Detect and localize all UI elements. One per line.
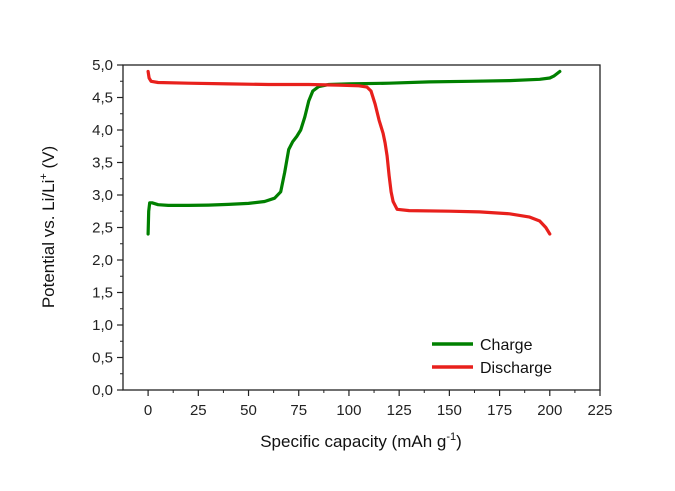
- y-tick-label: 3,0: [92, 187, 113, 204]
- y-tick-label: 1,5: [92, 285, 113, 302]
- y-tick-label: 0,5: [92, 350, 113, 367]
- y-tick-label: 2,0: [92, 252, 113, 269]
- legend-charge-label: Charge: [480, 337, 533, 354]
- y-tick-label: 3,5: [92, 155, 113, 172]
- x-tick-label: 175: [487, 402, 512, 419]
- y-tick-label: 1,0: [92, 317, 113, 334]
- y-tick-label: 0,0: [92, 382, 113, 399]
- x-tick-label: 225: [587, 402, 612, 419]
- series-line-discharge: [146, 69, 552, 236]
- legend-discharge-label: Discharge: [480, 360, 552, 377]
- x-tick-label: 0: [144, 402, 152, 419]
- y-axis-title-end: (V): [39, 146, 58, 173]
- y-axis-title: Potential vs. Li/Li+ (V): [38, 146, 58, 308]
- x-axis-title-main: Specific capacity (mAh g: [260, 432, 446, 451]
- x-tick-label: 100: [336, 402, 361, 419]
- x-tick-label: 200: [537, 402, 562, 419]
- x-axis-title: Specific capacity (mAh g-1): [260, 431, 462, 451]
- y-tick-label: 4,0: [92, 122, 113, 139]
- x-axis-title-end: ): [456, 432, 462, 451]
- y-axis-title-superscript: +: [38, 173, 50, 179]
- legend: Charge Discharge: [432, 337, 552, 377]
- x-tick-label: 125: [387, 402, 412, 419]
- x-tick-label: 50: [240, 402, 257, 419]
- x-axis-title-superscript: -1: [446, 431, 456, 443]
- y-axis-title-main: Potential vs. Li/Li: [39, 180, 58, 309]
- x-tick-label: 75: [290, 402, 307, 419]
- series-layer: [146, 69, 562, 236]
- y-tick-label: 4,5: [92, 90, 113, 107]
- plot-frame: [122, 64, 601, 391]
- x-tick-label: 25: [190, 402, 207, 419]
- tick-layer: 0 25 50 75 100 125 150 175 200 225 0,0 0,5 1,0 1,5 2,0…: [92, 57, 612, 419]
- series-line-charge: [146, 69, 562, 236]
- y-tick-label: 2,5: [92, 220, 113, 237]
- x-tick-label: 150: [437, 402, 462, 419]
- y-tick-label: 5,0: [92, 57, 113, 74]
